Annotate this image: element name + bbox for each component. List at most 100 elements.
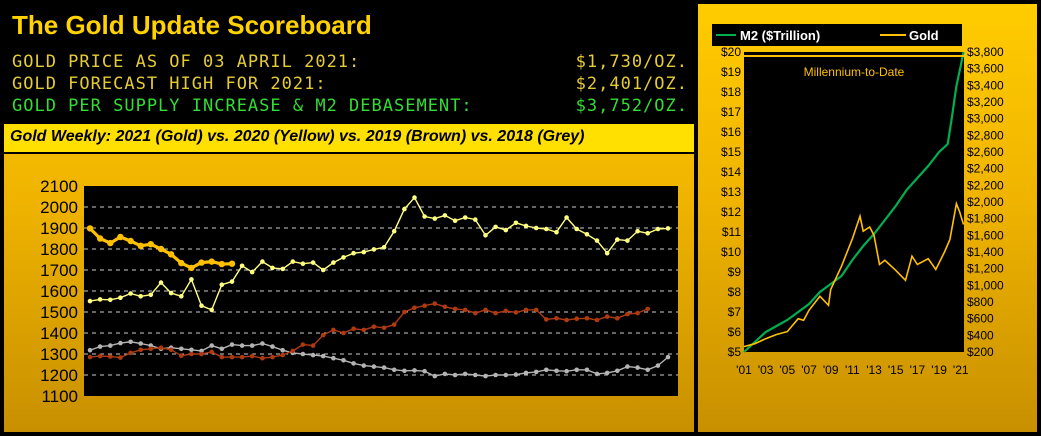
- series-point-2020: [665, 226, 671, 231]
- series-point-2019: [280, 352, 286, 358]
- series-point-2018: [371, 364, 377, 369]
- m2-right-tick-label: $2,000: [967, 195, 1004, 209]
- series-point-2018: [615, 368, 620, 374]
- m2-right-tick-label: $1,800: [967, 212, 1004, 226]
- series-point-2020: [341, 255, 346, 260]
- series-point-2019: [219, 354, 225, 360]
- series-point-2020: [473, 217, 478, 222]
- series-point-2019: [351, 326, 356, 332]
- series-point-2019: [513, 310, 519, 315]
- series-point-2018: [249, 343, 255, 348]
- series-point-2020: [87, 298, 93, 304]
- m2-left-tick-label: $15: [721, 145, 741, 159]
- series-point-2019: [97, 353, 103, 359]
- series-point-2020: [462, 215, 468, 220]
- series-point-2018: [148, 343, 154, 348]
- series-point-2019: [87, 354, 93, 360]
- series-point-2019: [533, 307, 539, 313]
- series-point-2020: [391, 228, 397, 234]
- series-point-2021: [208, 258, 215, 265]
- series-point-2018: [493, 372, 498, 378]
- series-point-2020: [452, 218, 458, 223]
- series-point-2020: [615, 237, 620, 242]
- weekly-y-tick-label: 2100: [40, 177, 78, 196]
- series-point-2019: [361, 327, 367, 333]
- series-point-2018: [229, 342, 235, 347]
- series-point-2018: [97, 344, 103, 349]
- m2-left-tick-label: $5: [728, 345, 742, 359]
- series-point-2020: [270, 265, 275, 271]
- gold-price-row: GOLD PRICE AS OF 03 APRIL 2021: $1,730/O…: [12, 52, 688, 74]
- series-point-2019: [625, 311, 630, 317]
- series-point-2019: [341, 330, 346, 336]
- weekly-y-tick-label: 1500: [40, 303, 78, 322]
- m2-right-tick-label: $800: [967, 295, 994, 309]
- m2-left-tick-label: $18: [721, 85, 741, 99]
- m2-right-tick-label: $3,000: [967, 112, 1004, 126]
- series-point-2019: [158, 345, 164, 351]
- series-point-2020: [483, 233, 488, 238]
- series-point-2020: [645, 231, 650, 236]
- series-point-2020: [290, 259, 296, 264]
- series-point-2019: [554, 316, 559, 321]
- series-point-2021: [117, 233, 124, 241]
- weekly-y-tick-label: 1900: [40, 219, 78, 238]
- m2-x-tick-label: '09: [823, 363, 839, 377]
- series-point-2020: [544, 226, 549, 232]
- m2-left-tick-label: $9: [728, 265, 742, 279]
- series-point-2019: [209, 349, 214, 355]
- series-point-2019: [604, 314, 610, 319]
- gold-price-value: $1,730/OZ.: [575, 52, 688, 72]
- series-point-2021: [167, 251, 175, 258]
- series-point-2018: [544, 367, 549, 373]
- series-point-2018: [503, 372, 509, 378]
- series-point-2019: [402, 309, 407, 315]
- series-point-2018: [604, 370, 610, 376]
- series-point-2019: [544, 317, 549, 322]
- m2-right-tick-label: $3,200: [967, 95, 1004, 109]
- series-point-2018: [219, 346, 225, 352]
- series-point-2019: [270, 354, 275, 360]
- m2-left-tick-label: $7: [728, 305, 742, 319]
- series-point-2019: [118, 355, 123, 360]
- series-point-2020: [280, 266, 286, 272]
- series-point-2021: [228, 260, 236, 267]
- series-point-2019: [310, 343, 316, 348]
- series-point-2019: [473, 310, 478, 316]
- m2-gold-chart: $5 $6 $7 $8 $9 $10 $11 $12 $13 $14 $15 $16 $17 $18 $19…: [712, 24, 1004, 377]
- series-point-2018: [412, 368, 417, 373]
- series-point-2021: [157, 245, 165, 253]
- series-point-2018: [402, 368, 407, 374]
- scoreboard-header: The Gold Update Scoreboard GOLD PRICE AS…: [4, 4, 694, 122]
- series-point-2019: [594, 317, 600, 323]
- series-point-2019: [179, 353, 184, 359]
- series-point-2019: [320, 332, 326, 338]
- m2-right-tick-label: $2,800: [967, 128, 1004, 142]
- series-point-2020: [320, 267, 326, 273]
- m2-x-tick-label: '17: [910, 363, 926, 377]
- series-point-2019: [229, 354, 235, 360]
- series-point-2019: [391, 322, 397, 327]
- weekly-y-tick-label: 1300: [40, 345, 78, 364]
- series-point-2018: [320, 353, 326, 359]
- series-point-2021: [188, 264, 195, 272]
- series-point-2018: [391, 367, 397, 373]
- m2-series-line: [743, 51, 965, 353]
- m2-right-tick-label: $200: [967, 345, 994, 359]
- gold-debasement-row: GOLD PER SUPPLY INCREASE & M2 DEBASEMENT…: [12, 96, 688, 118]
- series-point-2019: [564, 317, 569, 323]
- series-point-2020: [300, 261, 306, 267]
- m2-left-tick-label: $10: [721, 245, 741, 259]
- series-point-2020: [229, 279, 235, 284]
- m2-right-tick-label: $1,600: [967, 228, 1004, 242]
- weekly-y-tick-label: 1100: [41, 387, 78, 406]
- series-point-2020: [635, 228, 640, 234]
- series-point-2020: [513, 220, 519, 226]
- series-point-2018: [270, 344, 275, 349]
- gold-debasement-label: GOLD PER SUPPLY INCREASE & M2 DEBASEMENT…: [12, 96, 473, 116]
- series-point-2018: [280, 347, 286, 353]
- series-point-2019: [523, 307, 529, 313]
- scoreboard-title: The Gold Update Scoreboard: [12, 10, 372, 40]
- series-point-2020: [209, 307, 214, 313]
- series-point-2019: [371, 324, 377, 330]
